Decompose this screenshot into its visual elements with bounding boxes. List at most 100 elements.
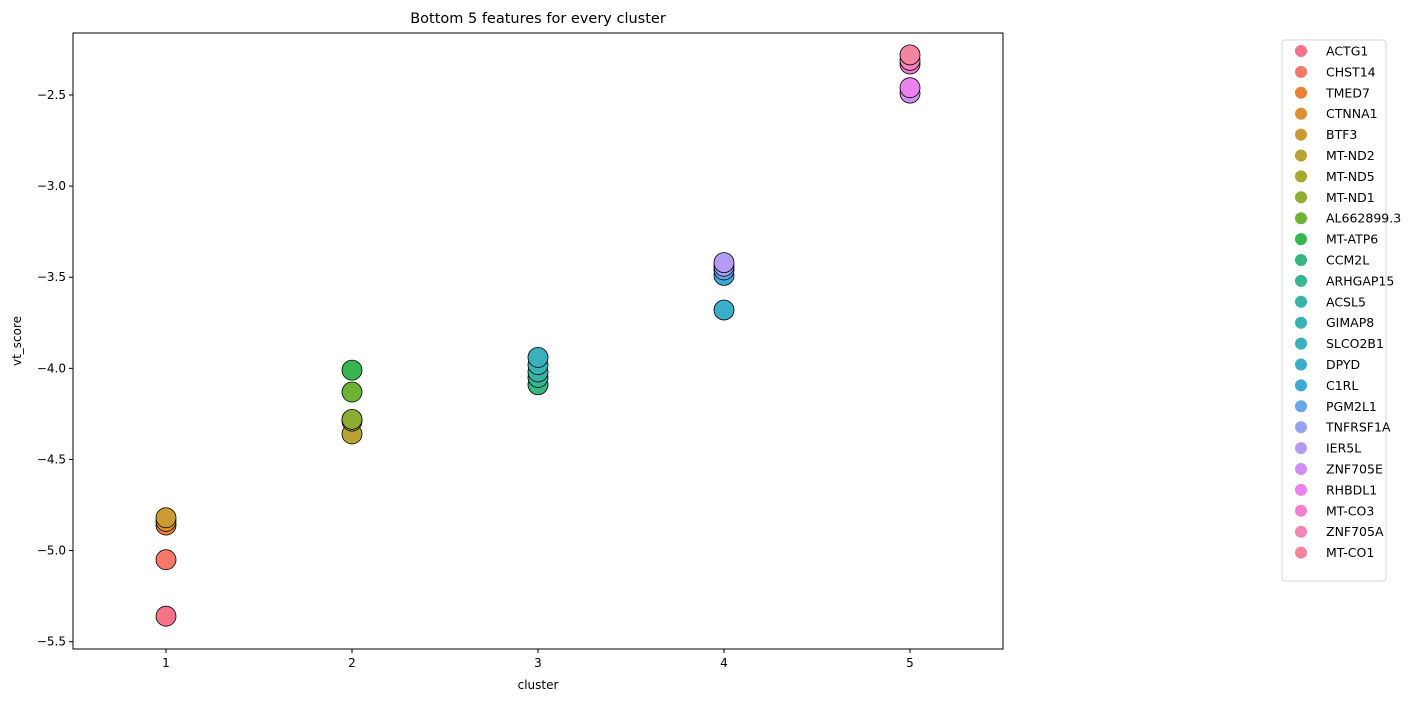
legend-label: ARHGAP15 (1326, 273, 1394, 288)
y-tick-label: −2.5 (37, 88, 66, 102)
chart-title: Bottom 5 features for every cluster (410, 11, 666, 27)
legend-entry: MT-CO1 (1295, 545, 1374, 560)
y-tick-label: −5.5 (37, 635, 66, 649)
legend-label: CTNNA1 (1326, 106, 1378, 121)
y-tick-label: −3.5 (37, 270, 66, 284)
legend-marker (1295, 45, 1307, 57)
legend-label: AL662899.3 (1326, 211, 1401, 226)
legend-marker (1295, 65, 1307, 78)
x-tick-label: 2 (348, 656, 356, 670)
data-point (713, 252, 735, 274)
legend-marker (1295, 107, 1307, 120)
legend-marker (1295, 274, 1307, 287)
legend-marker (1295, 463, 1307, 475)
plot-frame (72, 32, 1004, 650)
y-tick-label: −4.0 (37, 361, 66, 375)
legend-entry: CCM2L (1295, 253, 1369, 268)
legend-entry: MT-ND2 (1295, 148, 1375, 163)
legend-items: ACTG1 CHST14 TMED7 CTNNA1 BTF3 MT-ND2 MT-ND5 MT… (1295, 44, 1401, 560)
data-points (155, 44, 921, 627)
legend-label: MT-CO3 (1326, 503, 1374, 518)
data-point (155, 549, 177, 571)
data-point (899, 77, 921, 99)
legend-marker (1295, 358, 1307, 371)
legend-marker (1295, 149, 1307, 162)
legend-label: MT-ND2 (1326, 148, 1375, 163)
legend-label: MT-CO1 (1326, 545, 1374, 560)
legend-entry: DPYD (1295, 357, 1360, 372)
legend-entry: MT-ATP6 (1295, 232, 1378, 247)
data-point (341, 381, 363, 403)
legend-marker (1295, 379, 1307, 392)
legend-entry: PGM2L1 (1295, 399, 1377, 414)
legend-marker (1295, 337, 1307, 350)
legend-marker (1295, 442, 1307, 455)
x-tick-label: 4 (720, 656, 728, 670)
legend-marker (1295, 525, 1307, 538)
legend-label: MT-ATP6 (1326, 232, 1378, 247)
legend-marker (1295, 86, 1307, 99)
legend-label: ACSL5 (1326, 294, 1366, 309)
legend-marker (1295, 546, 1307, 559)
legend-entry: CHST14 (1295, 64, 1376, 79)
legend-label: GIMAP8 (1326, 315, 1374, 330)
legend-label: RHBDL1 (1326, 482, 1377, 497)
legend-entry: TNFRSF1A (1295, 420, 1391, 435)
legend-entry: BTF3 (1295, 127, 1357, 142)
legend-entry: CTNNA1 (1295, 106, 1378, 121)
y-tick-label: −5.0 (37, 544, 66, 558)
legend-label: CHST14 (1326, 64, 1376, 79)
legend-marker (1295, 233, 1307, 246)
x-axis-ticks: 1 2 3 4 5 (162, 649, 914, 670)
y-tick-label: −4.5 (37, 452, 66, 466)
legend-label: IER5L (1326, 441, 1361, 456)
legend-entry: AL662899.3 (1295, 211, 1401, 226)
legend-entry: MT-ND5 (1295, 169, 1375, 184)
data-point (155, 507, 177, 529)
legend-marker (1295, 316, 1307, 329)
data-point (899, 44, 921, 66)
y-axis-ticks: −5.5 −5.0 −4.5 −4.0 −3.5 −3.0 −2.5 (37, 88, 73, 649)
legend-marker (1295, 254, 1307, 266)
y-axis-label: vt_score (10, 316, 24, 366)
legend-entry: TMED7 (1295, 85, 1370, 100)
legend-marker (1295, 170, 1307, 183)
x-tick-label: 1 (162, 656, 170, 670)
legend-label: ACTG1 (1326, 44, 1368, 59)
legend-label: ZNF705A (1326, 524, 1384, 539)
legend-label: BTF3 (1326, 127, 1357, 142)
y-tick-label: −3.0 (37, 179, 66, 193)
legend-entry: IER5L (1295, 441, 1361, 456)
legend-frame (1281, 39, 1387, 582)
legend-marker (1295, 191, 1307, 204)
data-point (713, 299, 735, 321)
legend-label: MT-ND1 (1326, 190, 1375, 205)
x-axis-label: cluster (518, 678, 559, 692)
legend-entry: MT-CO3 (1295, 503, 1374, 518)
x-tick-label: 5 (906, 656, 914, 670)
legend-entry: ZNF705A (1295, 524, 1384, 539)
data-point (341, 359, 363, 381)
data-point (341, 408, 363, 430)
legend-label: SLCO2B1 (1326, 336, 1384, 351)
legend-entry: C1RL (1295, 378, 1358, 393)
legend-label: CCM2L (1326, 253, 1369, 268)
data-point (527, 346, 549, 368)
data-point (155, 605, 177, 627)
legend-entry: SLCO2B1 (1295, 336, 1384, 351)
legend-label: DPYD (1326, 357, 1360, 372)
legend-entry: GIMAP8 (1295, 315, 1374, 330)
legend-label: TNFRSF1A (1325, 420, 1391, 435)
legend-entry: ACSL5 (1295, 294, 1366, 309)
legend-marker (1295, 483, 1307, 496)
legend-marker (1295, 504, 1307, 517)
legend-label: MT-ND5 (1326, 169, 1375, 184)
legend-entry: MT-ND1 (1295, 190, 1375, 205)
legend-entry: ACTG1 (1295, 44, 1368, 59)
legend-label: ZNF705E (1326, 462, 1383, 477)
legend-entry: ZNF705E (1295, 462, 1383, 477)
legend-entry: ARHGAP15 (1295, 273, 1394, 288)
legend-marker (1295, 212, 1307, 225)
x-tick-label: 3 (534, 656, 542, 670)
